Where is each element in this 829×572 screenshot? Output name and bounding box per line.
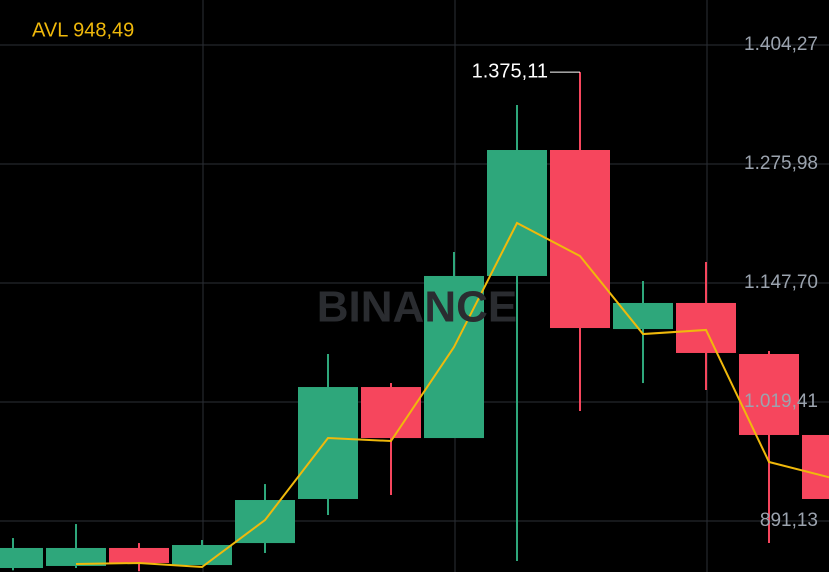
candle-body (802, 434, 829, 499)
candle-body (676, 302, 736, 353)
candle-body (550, 150, 610, 329)
candle-body (46, 547, 106, 566)
high-label: 1.375,11 (472, 60, 548, 82)
y-tick-label: 1.147,70 (744, 272, 818, 293)
legend: AVL 948,49 (32, 19, 134, 41)
plot (0, 44, 829, 572)
candle-body (172, 545, 232, 566)
candle-body (361, 387, 421, 439)
avl-line (75, 221, 829, 569)
candle-body (424, 275, 484, 439)
y-tick-label: 891,13 (760, 510, 818, 531)
candle-body (109, 547, 169, 564)
watermark: BINANCE (317, 283, 517, 332)
candle-body (0, 547, 43, 569)
y-tick-label: 1.404,27 (744, 34, 818, 55)
candle-body (298, 387, 358, 499)
y-tick-label: 1.275,98 (744, 153, 818, 174)
y-tick-label: 1.019,41 (744, 391, 818, 412)
candle-body (487, 150, 547, 276)
candle-body (613, 302, 673, 330)
